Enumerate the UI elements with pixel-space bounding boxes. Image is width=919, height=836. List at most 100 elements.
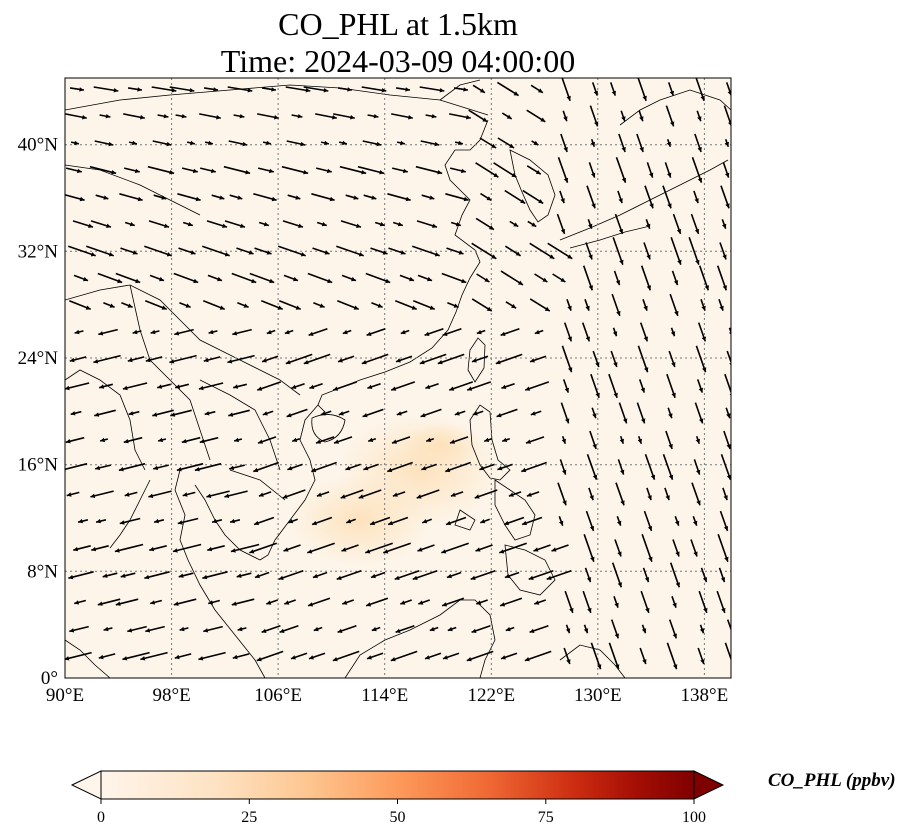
wind-arrow-head [484, 437, 490, 442]
wind-arrow-head [722, 254, 727, 260]
wind-arrow-head [566, 95, 571, 101]
wind-arrow-head [524, 657, 530, 662]
wind-arrow-head [540, 117, 546, 122]
colorbar-extend-high [693, 770, 725, 800]
wind-arrow-shaft [336, 245, 364, 257]
wind-arrow-head [499, 549, 505, 554]
wind-arrow-head [567, 254, 573, 259]
wind-arrow-head [190, 250, 196, 255]
wind-arrow-head [595, 392, 600, 398]
wind-arrow-head [68, 574, 74, 580]
wind-arrow-head [701, 305, 706, 311]
colorbar: 0 25 50 75 100 [70, 770, 725, 826]
wind-arrow-head [99, 384, 105, 389]
wind-arrow-head [696, 469, 701, 475]
wind-arrow-head [676, 229, 682, 234]
lat-tick-label: 40°N [18, 135, 59, 156]
wind-arrow-head [665, 495, 670, 501]
wind-arrow-head [210, 168, 216, 174]
wind-arrow-head [722, 285, 727, 291]
wind-arrow-head [361, 360, 367, 365]
wind-arrow-head [103, 626, 109, 632]
wind-arrow-head [123, 439, 129, 444]
wind-arrow-head [649, 203, 654, 209]
wind-arrow-head [269, 278, 275, 284]
wind-arrow-head [476, 600, 482, 605]
wind-arrow-head [613, 392, 618, 398]
wind-arrow-head [333, 386, 339, 391]
wind-arrow-shaft [285, 353, 313, 365]
wind-arrow-head [312, 520, 317, 526]
wind-arrow-shaft [89, 165, 117, 175]
wind-arrow-head [271, 196, 277, 202]
wind-arrow-head [432, 223, 437, 228]
colorbar-tick-label: 50 [390, 809, 406, 826]
colorbar-tick-label: 0 [97, 809, 105, 826]
wind-arrow-head [725, 203, 730, 209]
wind-arrow-head [342, 140, 347, 146]
wind-arrow-head [219, 195, 225, 200]
wind-arrow-head [292, 437, 298, 442]
wind-arrow-head [158, 437, 163, 443]
wind-arrow-shaft [441, 542, 469, 554]
wind-arrow-head [117, 278, 123, 284]
wind-arrow-head [305, 88, 311, 93]
wind-arrow-head [640, 387, 645, 393]
wind-arrow-head [179, 626, 185, 632]
wind-arrow-shaft [311, 461, 337, 473]
wind-arrow-head [535, 170, 541, 175]
wind-arrow-head [311, 467, 317, 473]
wind-arrow-head [284, 600, 290, 605]
wind-arrow-head [208, 329, 214, 335]
wind-arrow-head [620, 500, 625, 506]
wind-arrow-head [367, 384, 373, 389]
wind-arrow-head [198, 385, 204, 391]
wind-arrow-head [258, 492, 264, 497]
wind-arrow-head [569, 607, 574, 613]
wind-arrow-head [673, 664, 678, 670]
wind-arrow-head [171, 88, 177, 93]
wind-arrow-head [588, 223, 593, 229]
wind-arrow-head [148, 493, 154, 498]
wind-arrow-head [193, 278, 199, 284]
wind-arrow-head [434, 141, 440, 147]
wind-arrow-head [597, 664, 602, 670]
wind-arrow-head [695, 259, 700, 265]
wind-arrow-head [253, 467, 259, 473]
wind-arrow-head [65, 656, 70, 661]
wind-arrow-shaft [662, 454, 674, 480]
wind-arrow-head [699, 418, 704, 424]
wind-arrow-head [641, 418, 646, 424]
wind-arrow-head [504, 520, 509, 526]
wind-arrow-head [95, 465, 101, 471]
wind-arrow-head [231, 601, 237, 606]
wind-arrow-head [161, 195, 167, 200]
wind-arrow-shaft [365, 542, 393, 554]
wind-arrow-head [429, 626, 435, 632]
wind-arrow-head [560, 198, 565, 204]
wind-arrow-head [591, 172, 596, 178]
wind-arrow-head [724, 141, 729, 147]
wind-arrow-shaft [561, 345, 573, 373]
wind-arrow-head [212, 518, 217, 524]
wind-arrow-head [366, 602, 372, 607]
wind-arrow-head [382, 250, 388, 255]
wind-arrow-head [619, 259, 624, 265]
wind-arrow-head [475, 547, 481, 552]
wind-arrow-head [447, 626, 453, 632]
wind-arrow-shaft [249, 542, 277, 554]
wind-arrow-shaft [524, 650, 552, 662]
wind-arrow-head [585, 336, 590, 342]
wind-arrow-head [675, 551, 680, 557]
wind-arrow-head [495, 360, 501, 365]
wind-arrow-head [391, 386, 397, 391]
wind-arrow-head [405, 196, 411, 202]
wind-arrow-head [291, 384, 297, 389]
wind-arrow-head [643, 336, 648, 342]
co-plume [400, 423, 480, 467]
wind-arrow-head [256, 657, 262, 662]
wind-arrow-head [169, 359, 175, 364]
wind-arrow-head [239, 114, 245, 119]
wind-arrow-head [446, 573, 452, 579]
wind-arrow-head [699, 628, 705, 634]
